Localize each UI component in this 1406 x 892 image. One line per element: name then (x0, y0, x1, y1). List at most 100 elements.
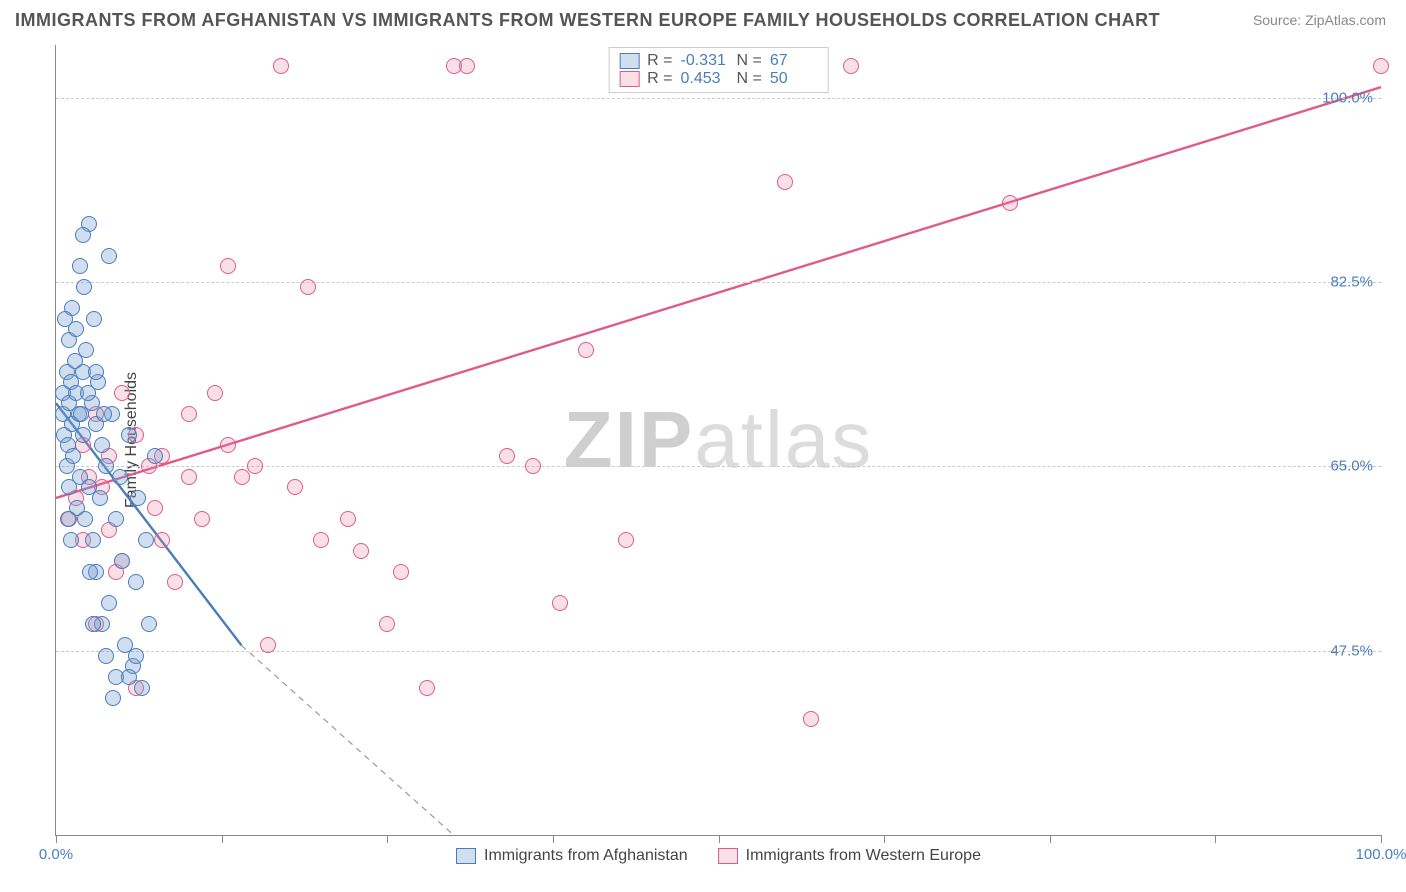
plot-area: Family Households ZIPatlas R = -0.331 N … (55, 45, 1381, 836)
data-point (67, 353, 83, 369)
xtick (1215, 835, 1216, 843)
data-point (300, 279, 316, 295)
data-point (499, 448, 515, 464)
data-point (803, 711, 819, 727)
data-point (108, 511, 124, 527)
legend-series: Immigrants from Afghanistan Immigrants f… (56, 847, 1381, 865)
r-label: R = (647, 52, 672, 70)
data-point (353, 543, 369, 559)
chart-title: IMMIGRANTS FROM AFGHANISTAN VS IMMIGRANT… (15, 10, 1160, 31)
legend-stats-row-pink: R = 0.453 N = 50 (619, 70, 818, 88)
data-point (181, 469, 197, 485)
data-point (273, 58, 289, 74)
data-point (112, 469, 128, 485)
data-point (220, 437, 236, 453)
xtick (1381, 835, 1382, 843)
swatch-blue-icon (619, 53, 639, 69)
data-point (121, 669, 137, 685)
data-point (234, 469, 250, 485)
n-label: N = (737, 52, 762, 70)
data-point (76, 279, 92, 295)
ytick-label: 82.5% (1330, 274, 1373, 291)
legend-stats-row-blue: R = -0.331 N = 67 (619, 52, 818, 70)
data-point (138, 532, 154, 548)
data-point (96, 406, 112, 422)
xtick (222, 835, 223, 843)
n-value-blue: 67 (770, 52, 818, 70)
n-label: N = (737, 70, 762, 88)
data-point (1373, 58, 1389, 74)
r-label: R = (647, 70, 672, 88)
data-point (86, 311, 102, 327)
data-point (459, 58, 475, 74)
data-point (128, 648, 144, 664)
data-point (777, 174, 793, 190)
data-point (525, 458, 541, 474)
swatch-blue-icon (456, 848, 476, 864)
data-point (105, 690, 121, 706)
data-point (80, 385, 96, 401)
gridline (56, 98, 1381, 99)
data-point (287, 479, 303, 495)
data-point (73, 406, 89, 422)
xtick (719, 835, 720, 843)
swatch-pink-icon (619, 71, 639, 87)
data-point (114, 553, 130, 569)
gridline (56, 651, 1381, 652)
data-point (101, 248, 117, 264)
data-point (419, 680, 435, 696)
data-point (60, 511, 76, 527)
data-point (247, 458, 263, 474)
data-point (85, 532, 101, 548)
xtick (553, 835, 554, 843)
data-point (134, 680, 150, 696)
ytick-label: 65.0% (1330, 458, 1373, 475)
data-point (167, 574, 183, 590)
legend-stats: R = -0.331 N = 67 R = 0.453 N = 50 (608, 47, 829, 93)
swatch-pink-icon (718, 848, 738, 864)
data-point (94, 437, 110, 453)
data-point (82, 564, 98, 580)
data-point (75, 427, 91, 443)
data-point (57, 311, 73, 327)
data-point (92, 490, 108, 506)
gridline (56, 282, 1381, 283)
legend-item-pink: Immigrants from Western Europe (718, 847, 981, 865)
ytick-label: 47.5% (1330, 642, 1373, 659)
data-point (63, 532, 79, 548)
data-point (194, 511, 210, 527)
data-point (75, 227, 91, 243)
r-value-pink: 0.453 (681, 70, 729, 88)
data-point (101, 595, 117, 611)
data-point (1002, 195, 1018, 211)
data-point (141, 616, 157, 632)
xtick (884, 835, 885, 843)
data-point (72, 258, 88, 274)
r-value-blue: -0.331 (681, 52, 729, 70)
data-point (88, 364, 104, 380)
data-point (207, 385, 223, 401)
data-point (220, 258, 236, 274)
data-point (340, 511, 356, 527)
data-point (130, 490, 146, 506)
data-point (379, 616, 395, 632)
source-label: Source: ZipAtlas.com (1253, 12, 1386, 28)
legend-label-pink: Immigrants from Western Europe (746, 847, 981, 865)
data-point (121, 427, 137, 443)
data-point (313, 532, 329, 548)
legend-item-blue: Immigrants from Afghanistan (456, 847, 688, 865)
trend-lines (56, 45, 1381, 835)
data-point (61, 479, 77, 495)
data-point (65, 448, 81, 464)
data-point (114, 385, 130, 401)
data-point (98, 648, 114, 664)
data-point (147, 500, 163, 516)
data-point (260, 637, 276, 653)
data-point (147, 448, 163, 464)
n-value-pink: 50 (770, 70, 818, 88)
data-point (128, 574, 144, 590)
xtick (1050, 835, 1051, 843)
legend-label-blue: Immigrants from Afghanistan (484, 847, 688, 865)
xtick (56, 835, 57, 843)
xtick-label: 100.0% (1356, 846, 1406, 863)
